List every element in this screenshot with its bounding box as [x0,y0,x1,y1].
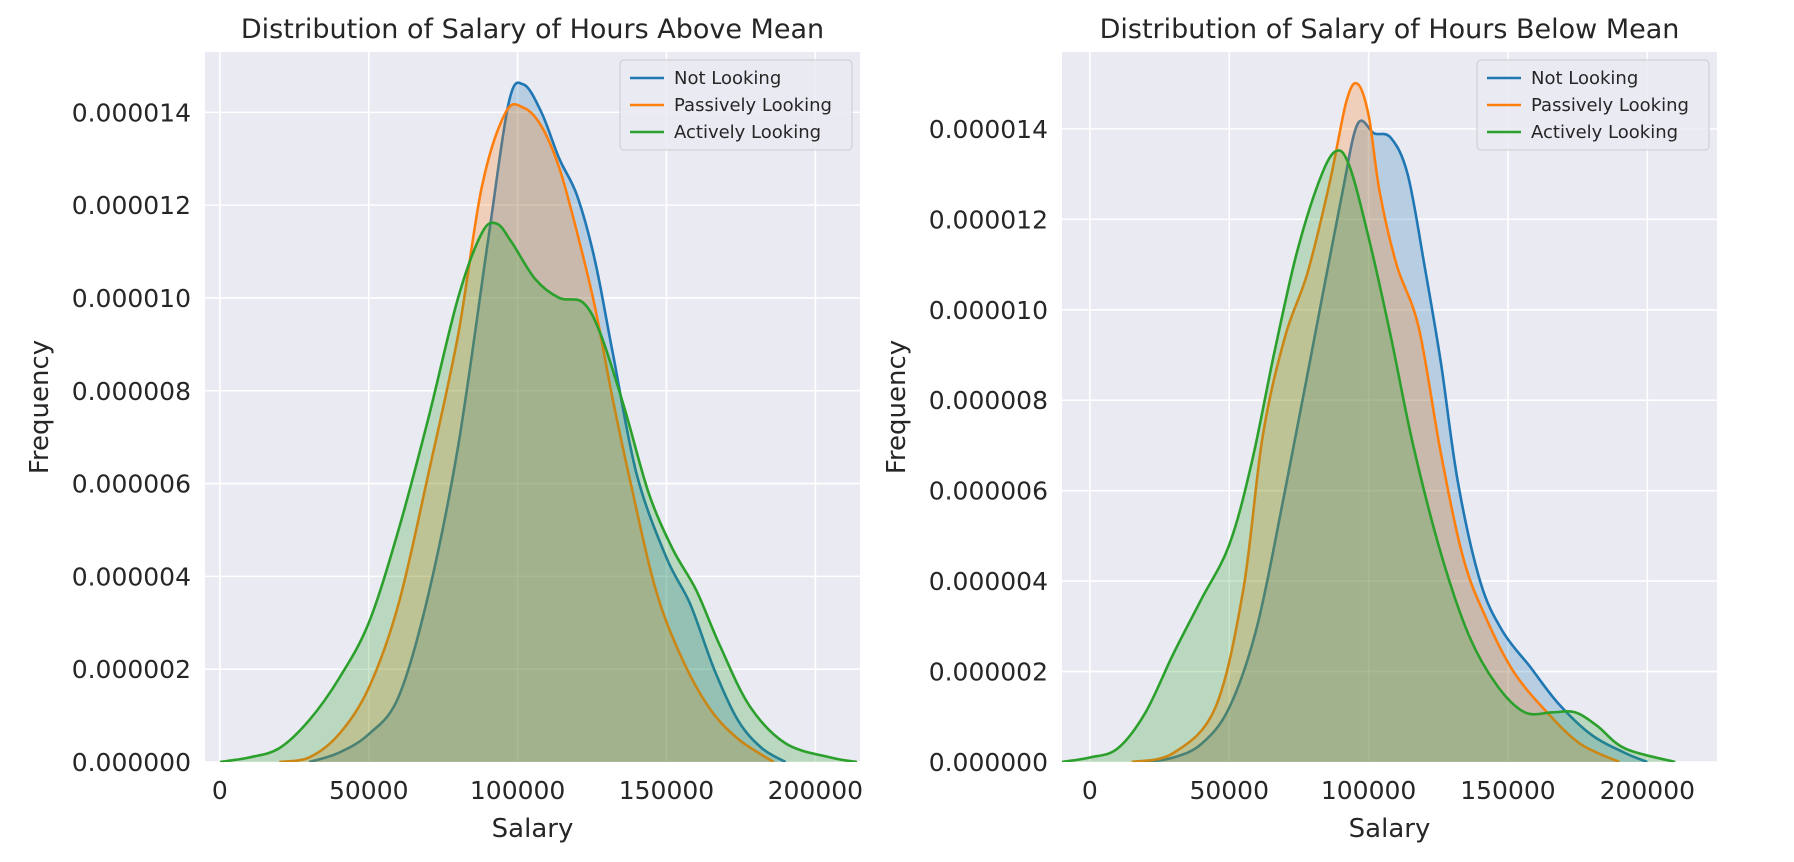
y-tick-label: 0.000000 [72,748,191,777]
y-tick-label: 0.000004 [72,562,191,591]
x-axis-label: Salary [492,814,574,844]
legend-label: Not Looking [674,68,781,89]
y-tick-label: 0.000002 [72,655,191,684]
legend-label: Not Looking [1531,68,1638,89]
y-axis-label: Frequency [25,340,55,474]
y-tick-label: 0.000012 [72,191,191,220]
x-tick-label: 100000 [470,776,565,805]
density-line-2 [279,102,775,762]
density-area-3 [219,222,857,762]
plot-area [205,52,860,762]
y-tick-label: 0.000010 [72,284,191,313]
legend: Not Looking Passively Looking Actively Loo… [619,59,853,151]
y-axis-label: Frequency [882,340,912,474]
x-tick-label: 150000 [619,776,714,805]
legend-label: Passively Looking [1531,95,1689,116]
density-line-3 [219,221,858,762]
y-tick-label: 0.000014 [72,98,191,127]
legend-box [1476,59,1710,151]
legend-box [619,59,853,151]
y-tick-label: 0.000000 [929,748,1048,777]
x-tick-label: 50000 [1189,776,1269,805]
y-tick-label: 0.000006 [929,477,1048,506]
density-area-3 [1062,150,1676,762]
y-tick-label: 0.000002 [929,658,1048,687]
density-line-1 [308,81,787,762]
plot-area [1062,52,1717,762]
legend-label: Passively Looking [674,95,832,116]
legend: Not Looking Passively Looking Actively Loo… [1476,59,1710,151]
legend-label: Actively Looking [1531,122,1678,143]
y-tick-label: 0.000004 [929,567,1048,596]
y-tick-label: 0.000006 [72,470,191,499]
chart-panel-2: 0 50000 100000 150000 200000 0.000000 0.000002… [882,14,1717,844]
x-tick-label: 150000 [1460,776,1555,805]
x-tick-label: 100000 [1321,776,1416,805]
x-tick-label: 50000 [329,776,409,805]
y-tick-label: 0.000008 [72,377,191,406]
y-tick-label: 0.000008 [929,386,1048,415]
y-tick-label: 0.000012 [929,205,1048,234]
x-tick-label: 200000 [1600,776,1695,805]
chart-panel-1: 0 50000 100000 150000 200000 0.000000 0.000002… [25,14,863,844]
density-area-2 [1131,83,1620,762]
density-area-1 [309,82,786,762]
series-group [219,81,858,762]
legend-label: Actively Looking [674,122,821,143]
x-tick-label: 200000 [768,776,863,805]
chart-title: Distribution of Salary of Hours Below Me… [1100,14,1680,45]
chart-title: Distribution of Salary of Hours Above Me… [241,14,824,45]
x-axis-label: Salary [1349,814,1431,844]
density-area-1 [1145,120,1648,762]
density-area-2 [279,104,774,762]
series-group [1062,81,1676,762]
x-tick-label: 0 [212,776,228,805]
density-line-3 [1062,149,1676,762]
density-line-1 [1145,119,1648,762]
density-line-2 [1131,81,1620,762]
y-tick-label: 0.000010 [929,296,1048,325]
y-tick-label: 0.000014 [929,115,1048,144]
x-tick-label: 0 [1082,776,1098,805]
